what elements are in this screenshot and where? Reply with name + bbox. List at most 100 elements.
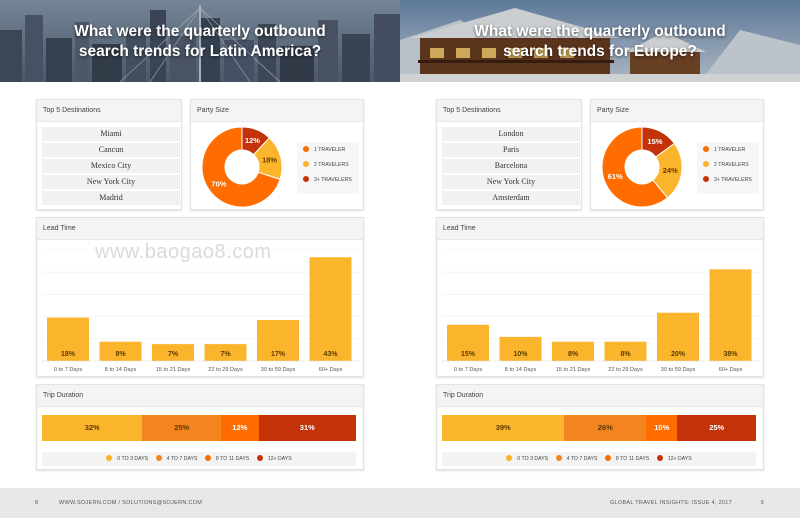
donut-slice — [601, 126, 669, 208]
party-donut-chart: 15% 24% 61% — [601, 126, 683, 208]
legend-item: 3+ TRAVELERS — [703, 176, 759, 191]
x-tick-label: 0 to 7 Days — [54, 367, 82, 373]
europe-banner: What were the quarterly outbound search … — [400, 0, 800, 82]
page-title: What were the quarterly outbound search … — [474, 23, 726, 60]
publication-title: GLOBAL TRAVEL INSIGHTS: ISSUE 4, 2017 — [609, 500, 732, 506]
list-item: New York City — [442, 175, 580, 189]
duration-segment: 25% — [677, 415, 756, 441]
trip-duration-card: Trip Duration 39% 26% 10% 25% 0 TO 3 DAYS 4… — [436, 384, 764, 470]
footer-links[interactable]: WWW.SOJERN.COM / SOLUTIONS@SOJERN.COM — [59, 500, 203, 506]
top-destinations-card: Top 5 Destinations Miami Cancun Mexico C… — [36, 99, 182, 210]
legend-dot-icon — [703, 146, 709, 152]
legend-item: 8 TO 11 DAYS — [604, 455, 649, 462]
x-tick-label: 15 to 21 Days — [556, 367, 591, 373]
bar-value-label: 8% — [115, 351, 126, 358]
x-tick-label: 60+ Days — [319, 367, 343, 373]
card-title: Party Size — [191, 100, 363, 122]
legend-item: 12+ DAYS — [656, 455, 692, 462]
x-tick-label: 0 to 7 Days — [454, 367, 482, 373]
watermark: www.baogao8.com — [95, 241, 272, 263]
card-title: Party Size — [591, 100, 763, 122]
party-legend: 1 TRAVELER 2 TRAVELERS 3+ TRAVELERS — [697, 142, 759, 194]
bar-value-label: 15% — [461, 351, 476, 358]
legend-item: 2 TRAVELERS — [703, 161, 759, 176]
duration-segment: 10% — [646, 415, 678, 441]
list-item: Mexico City — [42, 159, 180, 173]
x-tick-label: 8 to 14 Days — [105, 367, 137, 373]
lead-time-bar-chart: 18% 0 to 7 Days 8% 8 to 14 Days 7% 15 to 21 D… — [42, 249, 360, 373]
duration-segment: 12% — [220, 415, 259, 441]
legend-item: 3+ TRAVELERS — [303, 176, 359, 191]
alpine-chalet-image — [400, 0, 800, 82]
list-item: London — [442, 127, 580, 141]
bar — [447, 324, 489, 361]
page-number-left: 8 — [35, 500, 39, 506]
legend-dot-icon — [303, 146, 309, 152]
duration-segment: 39% — [442, 415, 565, 441]
legend-item: 8 TO 11 DAYS — [204, 455, 249, 462]
card-title: Top 5 Destinations — [37, 100, 181, 122]
list-item: Cancun — [42, 143, 180, 157]
x-tick-label: 60+ Days — [719, 367, 743, 373]
legend-dot-icon — [555, 455, 562, 461]
list-item: Paris — [442, 143, 580, 157]
list-item: Madrid — [42, 191, 180, 205]
legend-item: 1 TRAVELER — [703, 146, 759, 161]
legend-item: 4 TO 7 DAYS — [555, 455, 597, 462]
donut-slice-label: 70% — [211, 179, 226, 188]
bar-value-label: 7% — [220, 351, 231, 358]
city-skyline-image — [0, 0, 400, 82]
bar — [99, 341, 142, 361]
x-tick-label: 22 to 29 Days — [208, 367, 243, 373]
legend-dot-icon — [106, 455, 113, 461]
list-item: Barcelona — [442, 159, 580, 173]
bar — [657, 312, 699, 361]
duration-stacked-bar: 39% 26% 10% 25% — [442, 415, 756, 441]
bar — [257, 319, 299, 361]
x-tick-label: 15 to 21 Days — [156, 367, 191, 373]
x-tick-label: 30 to 59 Days — [661, 367, 696, 373]
footer: 8 WWW.SOJERN.COM / SOLUTIONS@SOJERN.COM … — [0, 488, 800, 518]
card-title: Lead Time — [37, 218, 363, 240]
x-tick-label: 22 to 29 Days — [608, 367, 643, 373]
bar-value-label: 8% — [620, 351, 631, 358]
legend-dot-icon — [703, 161, 709, 167]
latin-america-banner: What were the quarterly outbound search … — [0, 0, 400, 82]
bar — [604, 341, 647, 361]
x-tick-label: 30 to 59 Days — [261, 367, 296, 373]
legend-dot-icon — [204, 455, 211, 461]
legend-dot-icon — [703, 176, 709, 182]
bar — [499, 336, 542, 361]
duration-legend: 0 TO 3 DAYS 4 TO 7 DAYS 8 TO 11 DAYS 12+… — [42, 452, 356, 466]
lead-time-card: Lead Time www.baogao8.com 18% 0 to 7 Days… — [36, 217, 364, 377]
bar — [204, 344, 247, 361]
donut-slice-label: 12% — [245, 136, 260, 145]
lead-time-card: Lead Time 15% 0 to 7 Days 10% 8 to 14 Days 8… — [436, 217, 764, 377]
legend-dot-icon — [303, 161, 309, 167]
legend-dot-icon — [604, 455, 611, 461]
legend-item: 4 TO 7 DAYS — [155, 455, 197, 462]
list-item: Miami — [42, 127, 180, 141]
duration-segment: 31% — [258, 415, 356, 441]
legend-dot-icon — [155, 455, 162, 461]
legend-item: 12+ DAYS — [256, 455, 292, 462]
bar-value-label: 43% — [323, 351, 338, 358]
page-number-right: 9 — [760, 500, 764, 506]
donut-slice-label: 18% — [262, 155, 277, 164]
duration-legend: 0 TO 3 DAYS 4 TO 7 DAYS 8 TO 11 DAYS 12+… — [442, 452, 756, 466]
left-page: What were the quarterly outbound search … — [0, 0, 400, 470]
legend-dot-icon — [506, 455, 513, 461]
trip-duration-card: Trip Duration 32% 25% 12% 31% 0 TO 3 DAYS 4… — [36, 384, 364, 470]
bar — [152, 344, 194, 361]
destination-list: Miami Cancun Mexico City New York City M… — [42, 127, 180, 207]
top-destinations-card: Top 5 Destinations London Paris Barcelon… — [436, 99, 582, 210]
bar — [309, 257, 352, 361]
bar-value-label: 8% — [568, 351, 579, 358]
donut-slice-label: 24% — [663, 166, 678, 175]
duration-stacked-bar: 32% 25% 12% 31% — [42, 415, 356, 441]
party-legend: 1 TRAVELER 2 TRAVELERS 3+ TRAVELERS — [297, 142, 359, 194]
list-item: Amsterdam — [442, 191, 580, 205]
bar-value-label: 18% — [61, 351, 76, 358]
destination-list: London Paris Barcelona New York City Ams… — [442, 127, 580, 207]
x-tick-label: 8 to 14 Days — [505, 367, 537, 373]
